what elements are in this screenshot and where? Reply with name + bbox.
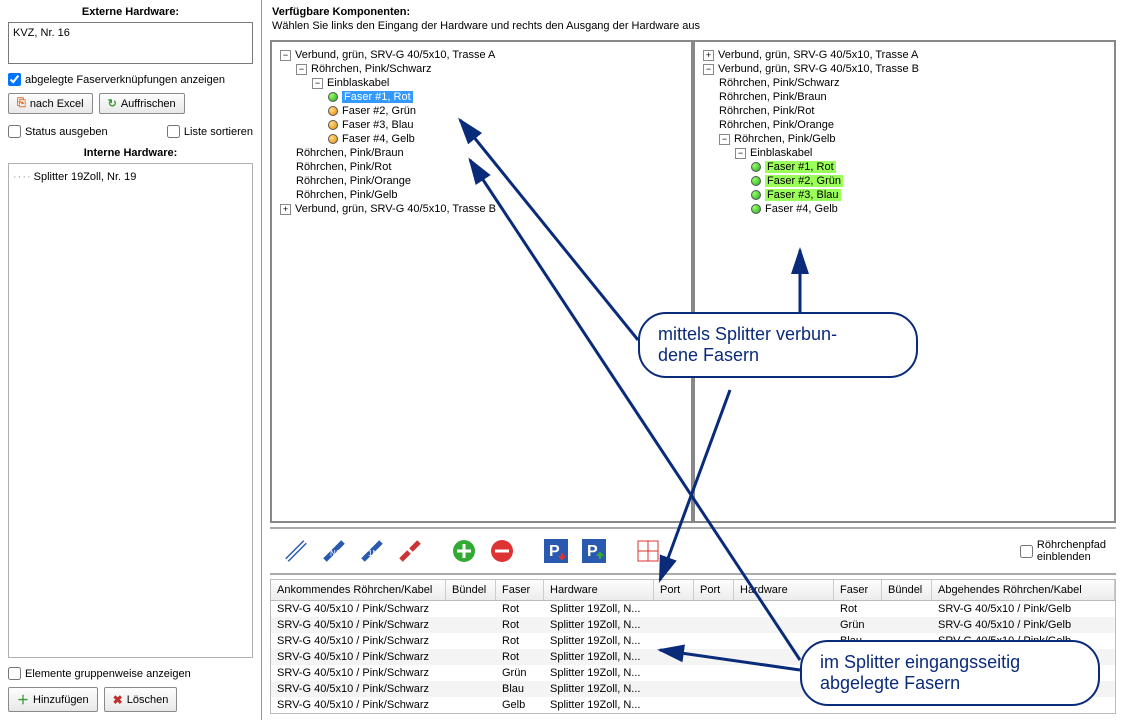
annotation-arrows bbox=[0, 0, 1126, 720]
callout-eingangsseitig: im Splitter eingangsseitig abgelegte Fas… bbox=[800, 640, 1100, 706]
callout-splitter-verbunden: mittels Splitter verbun- dene Fasern bbox=[638, 312, 918, 378]
